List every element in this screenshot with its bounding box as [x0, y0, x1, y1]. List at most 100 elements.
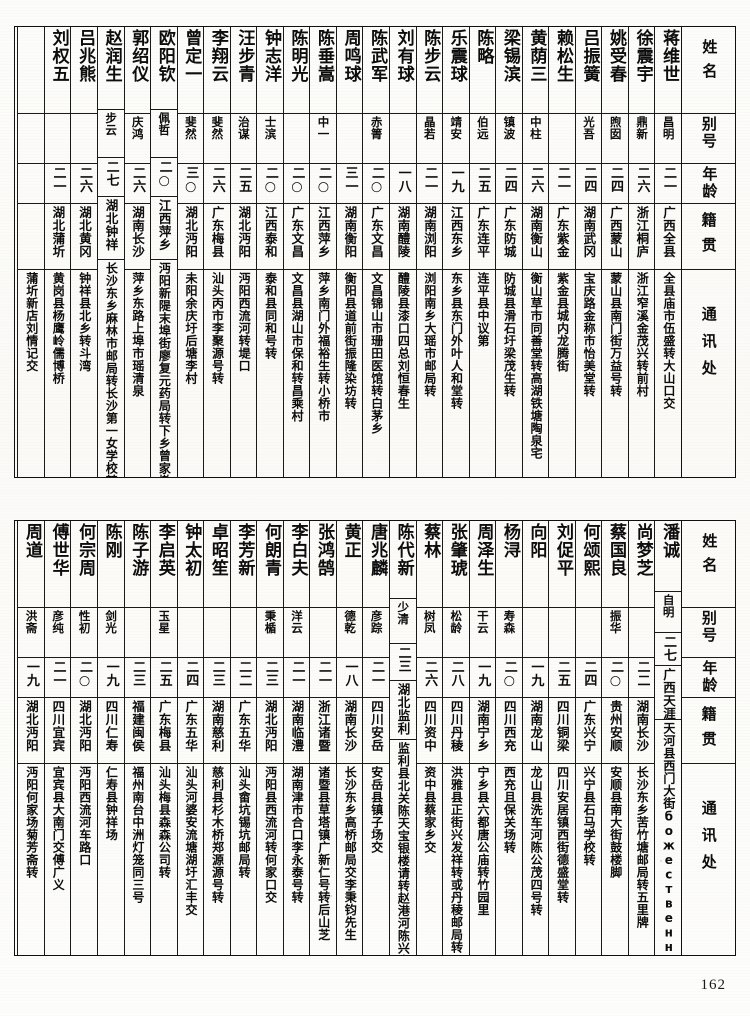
cell-age: 二一	[363, 657, 389, 697]
name-text: 曾定一	[181, 29, 202, 83]
name-text: 杨浔	[499, 523, 520, 559]
cell-age: 二一	[44, 657, 71, 697]
cell-address: 萍乡南门外福裕生转小桥市	[310, 269, 336, 477]
cell-address: 沔阳何家场菊芳斋转	[18, 763, 44, 955]
cell-name: 徐震宇	[629, 27, 655, 113]
cell-address: 汕头梅县森森公司转	[151, 763, 177, 955]
cell-alias	[549, 113, 575, 163]
cell-address: 沔阳新隄末埠街廖复元药局转下乡曾家墩	[151, 258, 177, 477]
cell-address: 萍乡东路上埠市瑶清泉	[124, 269, 151, 477]
address-text: 诸暨县草塔镇广新仁号转后山芝	[316, 766, 331, 941]
roster-entry-column: 刘促平 二五 四川铜梁 四川安居镇西街德盛堂转	[548, 521, 575, 955]
alias-text: 鼎新	[635, 116, 650, 140]
native_place-text: 湖南慈利	[209, 700, 225, 752]
roster-entry-column: 蔡国良 振华 二○ 贵州安顺 安顺县南大街鼓楼脚	[601, 521, 628, 955]
native_place-text: 湖北蒲圻	[50, 206, 66, 258]
cell-alias: 玉星	[151, 607, 177, 657]
native_place-text: 广西全县	[660, 206, 676, 258]
address-text: 天河县西门大街божественный德堂	[661, 722, 676, 955]
alias-text: 伯远	[475, 116, 490, 140]
roster-entry-column: 潘诚 自明 二七 广西天涯 天河县西门大街божественный德堂	[654, 521, 681, 955]
cell-alias: 庆鸿	[124, 113, 151, 163]
roster-entry-column: 蒲圻新店刘情记交	[17, 27, 44, 477]
cell-alias	[283, 113, 310, 163]
cell-name: 周泽生	[470, 521, 496, 607]
address-text: 东乡县东门外叶人和堂转	[449, 272, 464, 410]
cell-name: 刘权五	[45, 27, 71, 113]
age-text: 二四	[581, 166, 597, 193]
row-header-column: 姓名 别号 年龄 籍贯 通讯处	[681, 27, 735, 477]
alias-text: 干云	[475, 610, 490, 634]
row-header-alias: 别号	[682, 607, 735, 657]
cell-name: 何颂熙	[576, 521, 602, 607]
cell-alias	[310, 607, 336, 657]
age-text: 二一	[50, 166, 66, 193]
cell-alias: 斐然	[204, 113, 230, 163]
row-header-label: 姓名	[700, 39, 719, 87]
age-text: 一八	[395, 166, 411, 193]
cell-address: 汕头河婆安流塘湖圩汇丰交	[177, 763, 204, 955]
cell-address: 宁乡县六都唐公庙转竹园里	[469, 763, 496, 955]
name-text: 李翔云	[207, 29, 228, 83]
cell-address: 浏阳南乡大瑶市邮局转	[416, 269, 443, 477]
page-number: 162	[700, 977, 726, 993]
cell-address: 沔阳西流河转堤口	[230, 269, 257, 477]
name-text: 钟太初	[181, 523, 202, 577]
cell-address: 文昌锦山市珊田医馆转白茅乡	[363, 269, 389, 477]
age-text: 三○	[183, 166, 199, 195]
age-text: 一九	[448, 166, 464, 193]
address-text: 蒙山县南门街万益号转	[608, 272, 623, 397]
name-text: 陈明光	[287, 29, 308, 83]
cell-age: 二○	[257, 163, 283, 203]
age-text: 二三	[262, 660, 278, 687]
cell-alias	[230, 607, 257, 657]
row-header-label: 籍贯	[699, 706, 718, 756]
cell-age: 二二	[230, 657, 257, 697]
native_place-text: 湖南长沙	[342, 700, 358, 752]
roster-entry-column: 蒋维世 昌明 二一 广西全县 全县庙市伍盛转大山口交	[654, 27, 681, 477]
cell-alias: 干云	[469, 607, 496, 657]
cell-address: 仁寿县钟祥场	[97, 763, 124, 955]
age-text: 二○	[156, 160, 172, 190]
alias-text: 秉楯	[263, 610, 278, 634]
cell-address: 黄岗县杨鹰岭儒博桥	[44, 269, 71, 477]
age-text: 二○	[501, 660, 517, 689]
cell-alias: 中一	[310, 113, 336, 163]
cell-name: 周鸣球	[337, 27, 363, 113]
roster-entry-column: 李启英 玉星 二五 广东梅县 汕头梅县森森公司转	[150, 521, 177, 955]
cell-alias: 治谋	[230, 113, 257, 163]
cell-address: 诸暨县草塔镇广新仁号转后山芝	[310, 763, 336, 955]
cell-native_place: 四川丹稜	[443, 697, 469, 763]
name-text: 刘促平	[552, 523, 573, 577]
roster-entry-column: 曾定一 斐然 三○ 湖北沔阳 未阳余庆圩后塘李村	[176, 27, 204, 477]
cell-native_place: 福建闽侯	[124, 697, 151, 763]
alias-text: 晶若	[422, 116, 437, 140]
address-text: 衡山草市同善堂转高湖铁塘陶泉宅	[529, 272, 544, 460]
name-text: 唐兆麟	[367, 523, 388, 577]
name-text: 赵润生	[101, 29, 122, 83]
age-text: 二六	[130, 166, 146, 193]
native_place-text: 湖北黄冈	[76, 206, 92, 258]
cell-alias: 少清	[389, 598, 416, 643]
cell-native_place: 贵州安顺	[602, 697, 628, 763]
address-text: 醴陵县漆口四总刘恒春生	[396, 272, 411, 410]
roster-entry-column: 何朗青 秉楯 二三 湖北沔阳 沔阳县西流河转何家口交	[256, 521, 283, 955]
name-text: 刘权五	[48, 29, 69, 83]
roster-entry-column: 卓昭笙 二三 湖南慈利 慈利县杉木桥郑源源号转	[203, 521, 230, 955]
alias-text: 斐然	[210, 116, 225, 140]
cell-name: 陈步云	[417, 27, 443, 113]
cell-alias: 树凤	[416, 607, 443, 657]
alias-text: 士滨	[263, 116, 278, 140]
cell-native_place: 广东五华	[177, 697, 204, 763]
address-text: 汕头河婆安流塘湖圩汇丰交	[183, 766, 198, 916]
address-text: 防城县滑石圩梁茂生转	[502, 272, 517, 397]
native_place-text: 江西萍乡	[156, 198, 172, 251]
cell-native_place: 湖北钟祥	[97, 195, 124, 259]
native_place-text: 广东五华	[236, 700, 252, 752]
age-text: 二六	[209, 166, 225, 193]
name-text: 陈略	[473, 29, 494, 65]
cell-native_place: 广西全县	[655, 203, 681, 269]
cell-native_place: 广东文昌	[363, 203, 389, 269]
cell-address: 监利县北关陈天宝银楼请转赵港河陈兴泰交	[389, 739, 416, 955]
cell-address: 沔阳西流河车路口	[71, 763, 97, 955]
